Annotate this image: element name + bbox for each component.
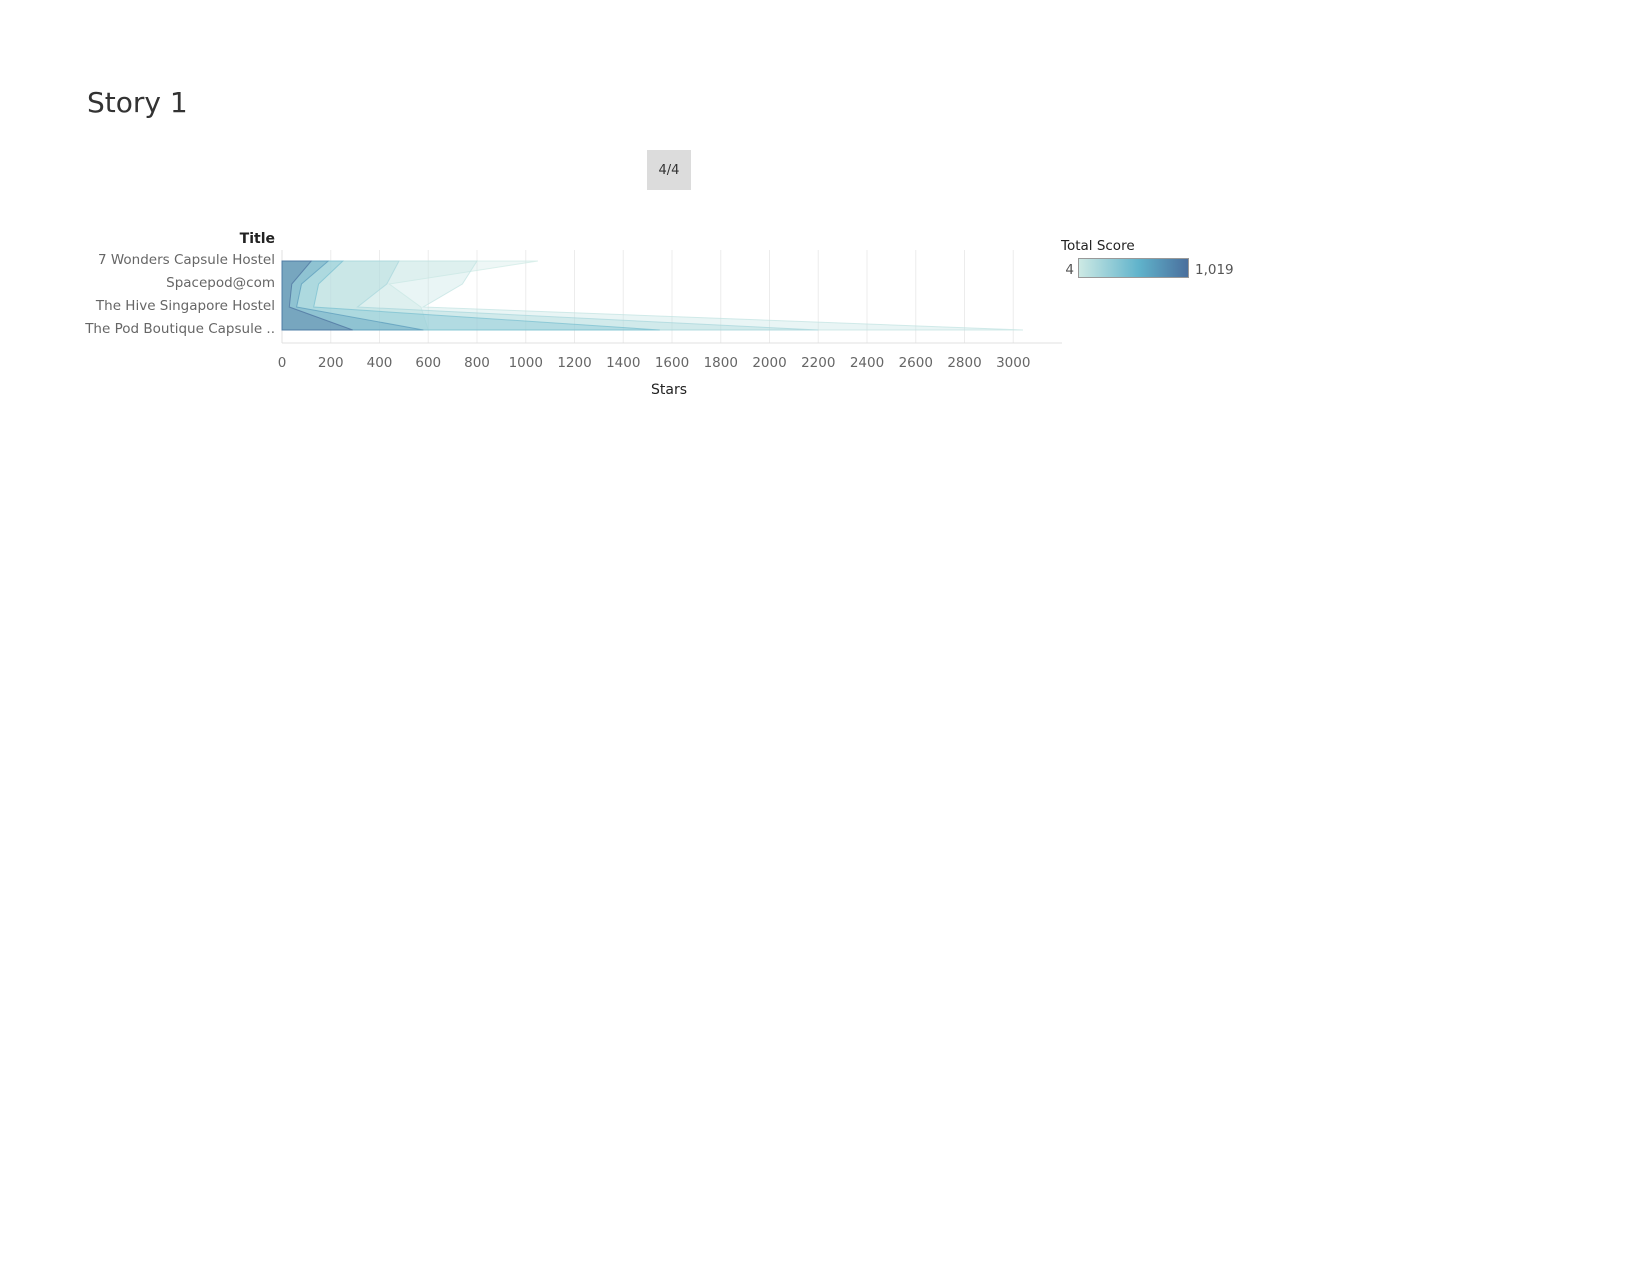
category-label: Spacepod@com xyxy=(166,275,275,291)
x-tick-label: 400 xyxy=(367,355,393,371)
x-tick-label: 2000 xyxy=(752,355,786,371)
category-label: The Hive Singapore Hostel xyxy=(95,298,275,314)
x-tick-label: 1800 xyxy=(704,355,738,371)
row-header: Title xyxy=(239,231,275,247)
x-axis-title: Stars xyxy=(650,382,687,398)
x-tick-label: 1400 xyxy=(606,355,640,371)
x-tick-label: 2800 xyxy=(947,355,981,371)
story-point-nav[interactable]: 4/4 xyxy=(647,150,691,190)
category-label: The Pod Boutique Capsule .. xyxy=(85,321,275,337)
x-tick-label: 1000 xyxy=(509,355,543,371)
x-tick-label: 2600 xyxy=(899,355,933,371)
x-tick-label: 800 xyxy=(464,355,490,371)
x-axis-ticks: 0 200 400 600 800 1000 1200 1400 1600 1800 2000 220… xyxy=(278,355,1031,371)
legend-title: Total Score xyxy=(1061,238,1135,254)
x-tick-label: 1200 xyxy=(557,355,591,371)
area-mark xyxy=(281,260,353,331)
x-tick-label: 200 xyxy=(318,355,344,371)
x-tick-label: 2200 xyxy=(801,355,835,371)
x-tick-label: 1600 xyxy=(655,355,689,371)
category-label: 7 Wonders Capsule Hostel xyxy=(97,252,275,268)
x-tick-label: 2400 xyxy=(850,355,884,371)
chart-canvas: 0 200 400 600 800 1000 1200 1400 1600 1800 2000 220… xyxy=(278,250,1062,371)
x-tick-label: 3000 xyxy=(996,355,1030,371)
legend-color-ramp xyxy=(1078,258,1189,278)
story-title: Story 1 xyxy=(87,86,188,119)
x-tick-label: 0 xyxy=(278,355,287,371)
legend-max-label: 1,019 xyxy=(1195,262,1234,278)
grid-lines xyxy=(281,250,1062,344)
legend-min-label: 4 xyxy=(1065,262,1074,278)
x-tick-label: 600 xyxy=(415,355,441,371)
area-series xyxy=(281,260,1024,331)
